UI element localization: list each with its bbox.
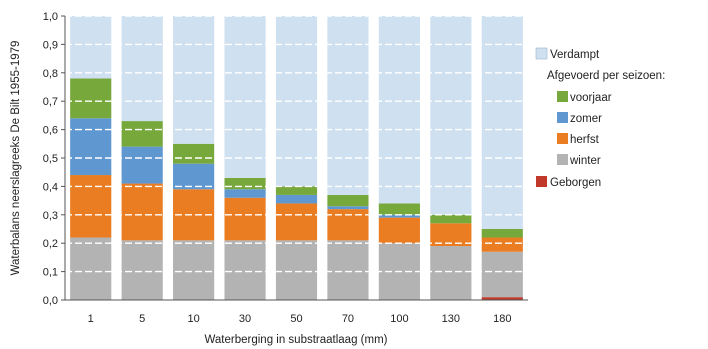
legend-swatch-winter — [557, 154, 568, 165]
bar-segment-verdampt-5 — [121, 16, 163, 122]
bar-segment-verdampt-100 — [378, 16, 420, 204]
grid-layer — [65, 15, 528, 273]
bar-segment-verdampt-30 — [224, 16, 266, 178]
legend-label-geborgen: Geborgen — [550, 177, 601, 189]
bar-segment-herfst-1 — [70, 175, 112, 238]
bar-segment-verdampt-180 — [481, 16, 523, 229]
bar-segment-zomer-30 — [224, 189, 266, 198]
bar-segment-voorjaar-100 — [378, 203, 420, 215]
legend-swatch-herfst — [557, 133, 568, 144]
x-ticks: 1 5 10 30 50 70 100 130 180 — [88, 313, 512, 325]
legend-swatch-geborgen — [536, 176, 547, 187]
bar-segment-herfst-30 — [224, 197, 266, 241]
bar-segment-voorjaar-1 — [70, 78, 112, 119]
legend-swatch-verdampt — [535, 47, 548, 60]
x-tick-label-130: 130 — [442, 313, 460, 325]
legend-label-voorjaar: voorjaar — [570, 92, 612, 104]
bar-segment-geborgen-180 — [481, 297, 523, 300]
bar-segment-zomer-1 — [70, 118, 112, 176]
bar-segment-zomer-10 — [173, 163, 215, 190]
bar-segment-voorjaar-30 — [224, 177, 266, 190]
bar-segment-winter-50 — [275, 240, 318, 300]
bars-layer — [70, 16, 523, 300]
bar-segment-herfst-100 — [378, 217, 420, 244]
y-tick-label-9: 0,9 — [43, 39, 58, 51]
bar-segment-winter-70 — [327, 240, 369, 300]
y-axis-title: Waterbalans neerslagreeks De Bilt 1955-1… — [10, 41, 22, 276]
x-axis-title: Waterberging in substraatlaag (mm) — [204, 334, 387, 346]
bar-segment-winter-10 — [173, 240, 215, 300]
legend-label-winter: winter — [569, 155, 601, 167]
bar-segment-winter-30 — [224, 240, 266, 300]
y-tick-label-7: 0,7 — [43, 96, 58, 108]
bar-segment-herfst-70 — [327, 209, 369, 241]
y-tick-label-2: 0,2 — [43, 238, 58, 250]
y-ticks: 0,0 0,1 0,2 0,3 0,4 0,5 0,6 0,7 0,8 0,9 1,0 — [43, 11, 65, 307]
bar-segment-verdampt-1 — [70, 16, 112, 79]
legend-swatch-zomer — [557, 112, 568, 123]
x-tick-label-50: 50 — [290, 313, 302, 325]
bar-segment-voorjaar-130 — [430, 214, 472, 224]
x-tick-label-30: 30 — [239, 313, 251, 325]
y-tick-label-8: 0,8 — [43, 68, 58, 80]
y-tick-label-10: 1,0 — [43, 11, 58, 23]
bar-segment-voorjaar-50 — [275, 186, 318, 195]
x-tick-label-5: 5 — [139, 313, 145, 325]
bar-segment-zomer-70 — [327, 206, 369, 210]
bar-segment-zomer-5 — [121, 146, 163, 184]
y-tick-label-5: 0,5 — [43, 153, 58, 165]
bar-segment-verdampt-70 — [327, 16, 369, 195]
legend-swatch-voorjaar — [557, 91, 568, 102]
y-tick-label-6: 0,6 — [43, 125, 58, 137]
bar-segment-voorjaar-70 — [327, 194, 369, 207]
y-tick-label-3: 0,3 — [43, 210, 58, 222]
bar-segment-voorjaar-180 — [481, 229, 523, 238]
x-tick-label-100: 100 — [390, 313, 408, 325]
x-tick-label-70: 70 — [342, 313, 354, 325]
bar-segment-winter-1 — [70, 237, 112, 300]
y-tick-label-4: 0,4 — [43, 181, 58, 193]
legend-group-title: Afgevoerd per seizoen: — [547, 70, 665, 82]
bar-segment-zomer-50 — [275, 194, 318, 204]
bar-segment-herfst-5 — [121, 183, 163, 241]
bar-segment-winter-5 — [121, 240, 163, 300]
legend-label-zomer: zomer — [570, 113, 602, 125]
bar-segment-herfst-180 — [481, 237, 523, 252]
bar-segment-herfst-50 — [275, 203, 318, 241]
bar-segment-zomer-100 — [378, 214, 420, 218]
bar-segment-verdampt-130 — [430, 16, 472, 215]
bar-segment-winter-130 — [430, 246, 472, 300]
bar-segment-herfst-130 — [430, 223, 472, 247]
x-tick-label-1: 1 — [88, 313, 94, 325]
x-tick-label-10: 10 — [187, 313, 199, 325]
legend-label-herfst: herfst — [570, 134, 600, 146]
y-tick-label-0: 0,0 — [43, 295, 58, 307]
y-tick-label-1: 0,1 — [43, 267, 58, 279]
legend-label-verdampt: Verdampt — [550, 49, 600, 61]
legend: Verdampt Afgevoerd per seizoen: voorjaar… — [535, 47, 665, 189]
x-tick-label-180: 180 — [493, 313, 511, 325]
bar-segment-winter-180 — [481, 251, 523, 298]
bar-segment-verdampt-10 — [173, 16, 215, 144]
bar-segment-voorjaar-5 — [121, 121, 163, 147]
bar-segment-voorjaar-10 — [173, 143, 215, 164]
